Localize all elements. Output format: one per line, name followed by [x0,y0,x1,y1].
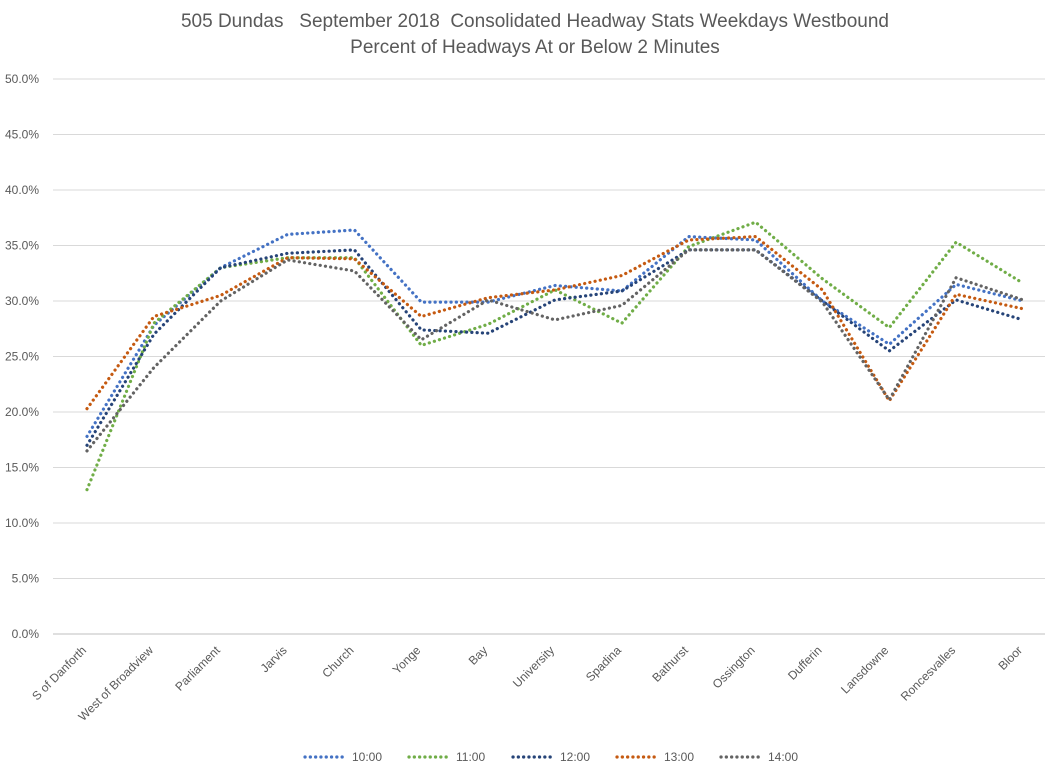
x-tick-label: Roncesvalles [898,643,958,703]
legend-label: 12:00 [560,750,590,764]
x-tick-label: Yonge [390,643,424,677]
gridlines [53,78,1045,635]
x-tick-label: Bathurst [649,643,691,685]
x-tick-label: University [510,643,557,690]
legend-label: 11:00 [456,750,485,764]
legend-label: 14:00 [768,750,798,764]
y-tick-label: 30.0% [5,294,39,308]
x-tick-label: Church [319,643,356,680]
series-line [85,248,1025,447]
y-tick-label: 20.0% [5,405,39,419]
x-tick-label: Bloor [995,643,1025,673]
x-tick-label: Parliament [172,643,223,694]
legend-label: 13:00 [664,750,694,764]
legend-label: 10:00 [352,750,382,764]
y-axis: 0.0% 5.0% 10.0% 15.0% 20.0% 25.0% 30.0% 35.0% 40… [5,72,39,641]
y-tick-label: 35.0% [5,239,39,253]
y-tick-label: 45.0% [5,128,39,142]
series-line [85,235,1025,411]
x-tick-label: S of Danforth [29,643,89,703]
x-tick-label: West of Broadview [75,643,156,724]
y-tick-label: 5.0% [12,572,40,586]
series-line [85,248,1025,453]
y-tick-label: 10.0% [5,516,39,530]
x-tick-label: Spadina [583,643,624,684]
series-lines [85,220,1025,492]
series-line [85,220,1025,492]
legend-item: 13:00 [615,750,694,764]
y-tick-label: 40.0% [5,183,39,197]
legend-item: 14:00 [719,750,798,764]
x-tick-label: Lansdowne [838,643,892,697]
legend-item: 11:00 [407,750,485,764]
x-tick-label: Jarvis [258,643,290,675]
legend-item: 12:00 [511,750,590,764]
legend: 10:00 11:00 12:00 13:00 14:00 [303,750,798,764]
x-tick-label: Dufferin [785,643,824,682]
legend-item: 10:00 [303,750,382,764]
y-tick-label: 50.0% [5,72,39,86]
y-tick-label: 0.0% [12,627,40,641]
chart-subtitle: Percent of Headways At or Below 2 Minute… [350,37,720,58]
y-tick-label: 15.0% [5,461,39,475]
y-tick-label: 25.0% [5,350,39,364]
x-tick-label: Ossington [710,643,758,691]
x-tick-label: Bay [466,643,491,668]
chart-title: 505 Dundas September 2018 Consolidated H… [181,11,889,32]
series-line [85,228,1025,438]
